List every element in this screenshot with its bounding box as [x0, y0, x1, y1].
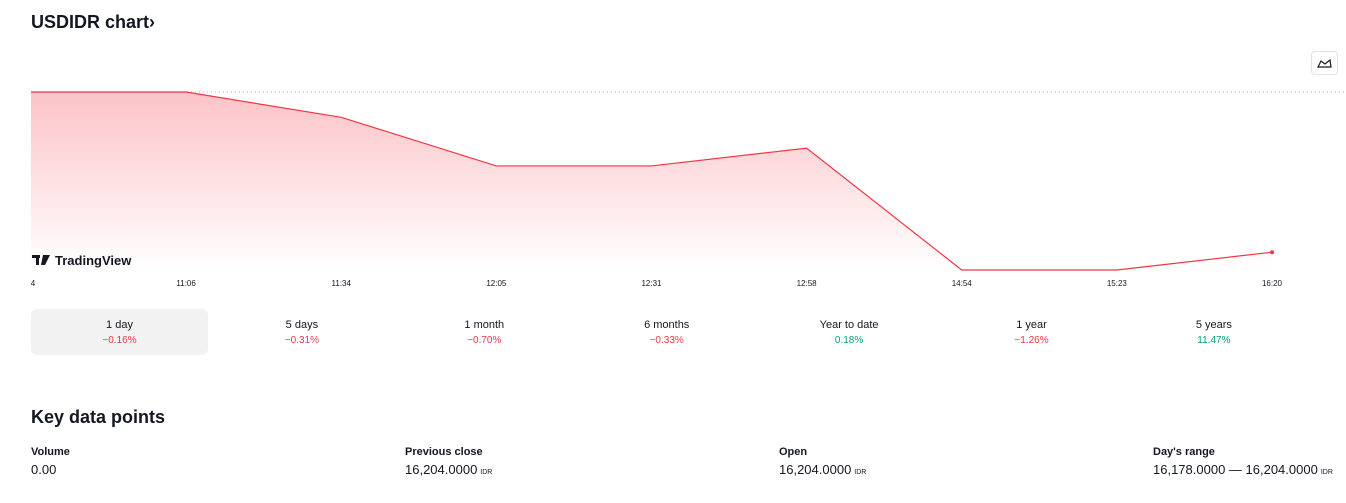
range-change: −0.16% — [102, 335, 137, 346]
key-item: Volume 0.00 — [31, 446, 70, 477]
value-unit: IDR — [1320, 469, 1333, 476]
range-change: −0.70% — [467, 335, 502, 346]
x-tick-label: 14:54 — [952, 279, 973, 288]
range-tab[interactable]: 5 years 11.47% — [1125, 309, 1302, 355]
key-item: Open 16,204.0000 IDR — [779, 446, 866, 477]
x-tick-label: 12:31 — [641, 279, 662, 288]
range-label: 1 year — [1016, 319, 1047, 331]
key-value: 0.00 — [31, 462, 70, 477]
watermark: TradingView — [55, 253, 132, 268]
range-tab[interactable]: 6 months −0.33% — [578, 309, 755, 355]
key-label: Day's range — [1153, 446, 1215, 458]
x-tick-label: 12:58 — [797, 279, 818, 288]
key-value: 16,204.0000 IDR — [405, 462, 492, 477]
x-tick-label: 16:20 — [1262, 279, 1283, 288]
key-value: 16,204.0000 IDR — [779, 462, 866, 477]
x-tick-label: 12:05 — [486, 279, 507, 288]
value-text: 16,204.0000 — [779, 462, 852, 477]
value-text: 16,178.0000 — 16,204.0000 — [1153, 462, 1318, 477]
x-tick-label: 11:06 — [176, 279, 196, 288]
x-tick-label: 15:23 — [1107, 279, 1128, 288]
chart: 4 11:06 11:34 12:05 12:31 12:58 14:54 15:23 16:2… — [31, 91, 1346, 288]
section-title: Key data points — [31, 407, 166, 427]
chart-style-button[interactable] — [1311, 51, 1338, 75]
range-change: −0.31% — [284, 335, 319, 346]
key-label: Volume — [31, 446, 70, 458]
range-change: −0.33% — [649, 335, 684, 346]
range-tab[interactable]: 1 year −1.26% — [943, 309, 1120, 355]
key-item: Previous close 16,204.0000 IDR — [405, 446, 492, 477]
area-icon — [1317, 58, 1332, 68]
range-label: 1 day — [106, 319, 133, 331]
key-label: Open — [779, 446, 808, 458]
chart-heading[interactable]: USDIDR chart› — [31, 12, 156, 32]
range-label: Year to date — [819, 319, 879, 331]
range-change: 11.47% — [1197, 335, 1231, 346]
range-tab[interactable]: Year to date 0.18% — [761, 309, 938, 355]
last-point — [1270, 250, 1274, 255]
key-item: Day's range 16,178.0000 — 16,204.0000 IDR — [1153, 446, 1333, 477]
price-line — [31, 91, 1273, 271]
x-tick-label: 11:34 — [332, 279, 352, 288]
range-tab[interactable]: 1 month −0.70% — [396, 309, 573, 355]
key-label: Previous close — [405, 446, 483, 458]
range-label: 1 month — [464, 319, 505, 331]
range-label: 5 days — [285, 319, 319, 331]
value-unit: IDR — [854, 469, 867, 476]
area-fill — [31, 92, 1272, 270]
range-change: 0.18% — [834, 335, 864, 346]
x-tick-label: 4 — [31, 279, 36, 288]
value-text: 16,204.0000 — [405, 462, 478, 477]
value-unit: IDR — [480, 469, 493, 476]
range-tab[interactable]: 5 days −0.31% — [213, 309, 390, 355]
value-text: 0.00 — [31, 462, 57, 477]
range-change: −1.26% — [1014, 335, 1049, 346]
range-tab[interactable]: 1 day −0.16% — [31, 309, 208, 355]
range-label: 6 months — [644, 319, 690, 331]
key-value: 16,178.0000 — 16,204.0000 IDR — [1153, 462, 1333, 477]
range-label: 5 years — [1195, 319, 1232, 331]
